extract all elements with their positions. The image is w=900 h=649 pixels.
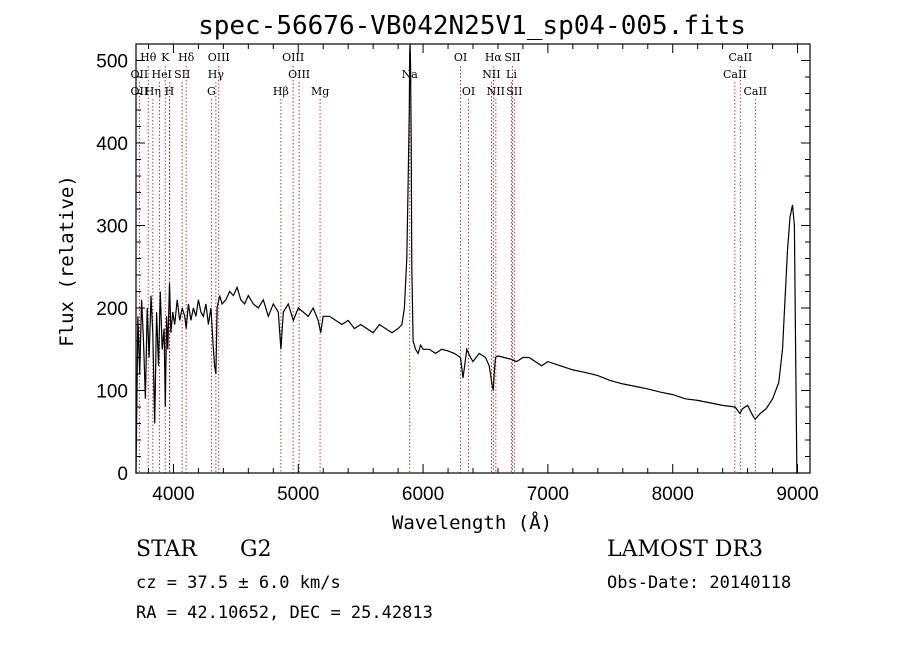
line-label-hβ: Hβ: [273, 85, 289, 98]
obs-date: Obs-Date: 20140118: [607, 573, 792, 593]
line-label-nii: NII: [487, 85, 505, 98]
survey-name: LAMOST DR3: [607, 537, 763, 562]
line-label-oi: OI: [462, 85, 475, 98]
line-label-caii: CaII: [743, 85, 767, 98]
x-tick-label: 9000: [776, 484, 818, 505]
object-class: STAR: [136, 537, 197, 562]
line-label-li: Li: [506, 68, 517, 81]
axis-ticks: 4000 5000 6000 7000 8000 9000 0 100 200 300 400 500: [96, 43, 819, 505]
line-label-h: H: [165, 85, 175, 98]
line-label-sii: SII: [174, 68, 190, 81]
line-label-na: Na: [402, 68, 419, 81]
x-tick-label: 8000: [652, 484, 694, 505]
x-tick-label: 6000: [402, 484, 444, 505]
line-label-oiii: OIII: [208, 51, 230, 64]
line-label-caii: CaII: [723, 68, 747, 81]
line-label-caii: CaII: [729, 51, 753, 64]
chart-title: spec-56676-VB042N25V1_sp04-005.fits: [198, 11, 746, 41]
y-tick-label: 300: [96, 217, 128, 238]
line-label-g: G: [207, 85, 216, 98]
line-label-he: He: [152, 68, 168, 81]
y-tick-label: 200: [96, 299, 128, 320]
flux-series-line: [135, 43, 798, 474]
coordinates: RA = 42.10652, DEC = 25.42813: [136, 603, 433, 623]
line-label-oii: OII: [131, 85, 149, 98]
line-label-sii: SII: [504, 51, 520, 64]
y-tick-label: 0: [117, 464, 128, 485]
plot-frame: [135, 43, 811, 474]
x-tick-label: 7000: [527, 484, 569, 505]
line-label-hγ: Hγ: [208, 68, 225, 81]
line-markers: [138, 66, 756, 473]
y-tick-label: 100: [96, 382, 128, 403]
object-subclass: G2: [240, 537, 272, 562]
line-label-oii: OII: [131, 68, 149, 81]
line-label-hη: Hη: [145, 85, 161, 98]
line-label-k: K: [161, 51, 170, 64]
line-label-i: I: [168, 68, 172, 81]
y-axis-label: Flux (relative): [56, 175, 78, 347]
line-label-sii: SII: [506, 85, 522, 98]
line-label-oi: OI: [454, 51, 467, 64]
line-label-hθ: Hθ: [140, 51, 157, 64]
line-label-oiii: OIII: [282, 51, 304, 64]
x-axis-label: Wavelength (Å): [392, 511, 552, 534]
line-label-hα: Hα: [485, 51, 503, 64]
x-tick-label: 5000: [277, 484, 319, 505]
x-tick-label: 4000: [152, 484, 194, 505]
line-label-hδ: Hδ: [178, 51, 195, 64]
line-label-mg: Mg: [311, 85, 329, 98]
line-label-oiii: OIII: [288, 68, 310, 81]
line-label-nii: NII: [482, 68, 500, 81]
redshift-cz: cz = 37.5 ± 6.0 km/s: [136, 573, 341, 593]
y-tick-label: 500: [96, 52, 128, 73]
y-tick-label: 400: [96, 134, 128, 155]
